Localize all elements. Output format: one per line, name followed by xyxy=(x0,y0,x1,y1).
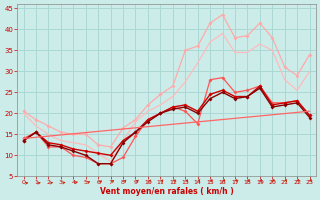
X-axis label: Vent moyen/en rafales ( km/h ): Vent moyen/en rafales ( km/h ) xyxy=(100,187,234,196)
